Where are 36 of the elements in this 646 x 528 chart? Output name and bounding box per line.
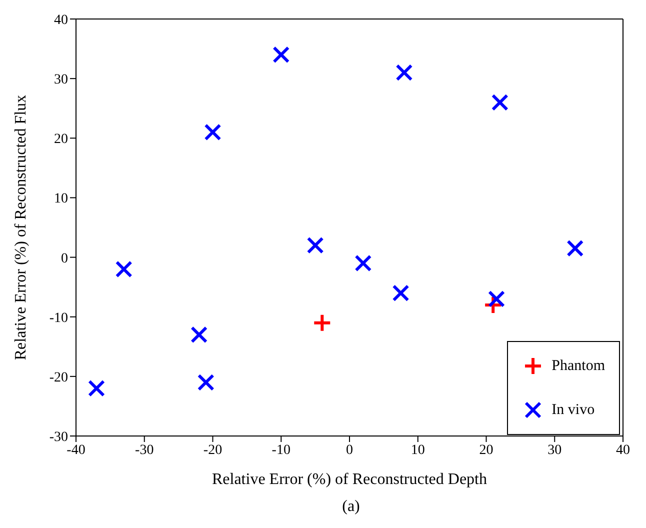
y-tick-label: -20	[49, 370, 68, 386]
x-tick-label: -30	[135, 442, 154, 458]
point	[488, 290, 506, 308]
point	[88, 380, 106, 397]
point	[115, 260, 132, 278]
point	[566, 240, 584, 257]
point	[354, 254, 372, 272]
y-tick-label: -30	[49, 430, 68, 445]
y-axis-title: Relative Error (%) of Reconstructed Flux	[12, 94, 30, 360]
x-tick-label: -10	[272, 442, 290, 458]
y-tick-label: 0	[61, 251, 68, 266]
x-axis-title: Relative Error (%) of Reconstructed Depth	[212, 471, 488, 488]
x-tick-label: 0	[346, 442, 353, 458]
x-tick-label: -20	[203, 442, 222, 458]
legend-label: In vivo	[552, 402, 595, 418]
x-tick-label: 20	[479, 442, 494, 458]
x-tick-label: -40	[66, 442, 86, 458]
y-tick-label: 40	[54, 12, 68, 28]
point	[491, 94, 508, 111]
x-tick-label: 30	[548, 442, 562, 458]
legend-label: Phantom	[552, 358, 605, 374]
text: (a)	[341, 498, 361, 516]
point	[306, 236, 324, 254]
point	[312, 313, 332, 332]
y-tick-label: 10	[54, 192, 68, 207]
point	[396, 64, 413, 82]
y-tick-label: -10	[49, 310, 68, 326]
x-tick-label: 10	[410, 442, 425, 458]
y-tick-label: 20	[54, 132, 68, 148]
point	[190, 326, 208, 344]
point	[272, 46, 290, 64]
y-tick-label: 30	[54, 72, 68, 88]
point	[392, 284, 410, 302]
point	[204, 124, 222, 141]
x-tick-label: 40	[616, 442, 630, 458]
point	[197, 374, 214, 391]
